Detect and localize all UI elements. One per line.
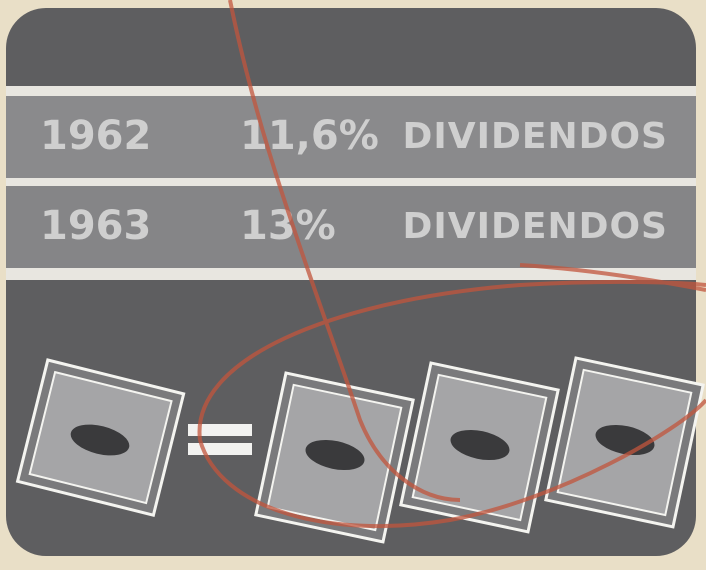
clipping: 196211,6%DIVIDENDOS196313%DIVIDENDOS xyxy=(0,0,706,570)
separator xyxy=(6,86,696,96)
row-label: DIVIDENDOS xyxy=(402,206,668,247)
banknote xyxy=(401,363,558,532)
year: 1962 xyxy=(40,113,151,159)
separator xyxy=(6,178,696,186)
row-label: DIVIDENDOS xyxy=(402,116,668,157)
separator xyxy=(6,268,696,280)
banknote xyxy=(256,373,413,542)
equals-bar xyxy=(188,443,252,455)
year: 1963 xyxy=(40,203,151,249)
banknote xyxy=(546,358,703,527)
